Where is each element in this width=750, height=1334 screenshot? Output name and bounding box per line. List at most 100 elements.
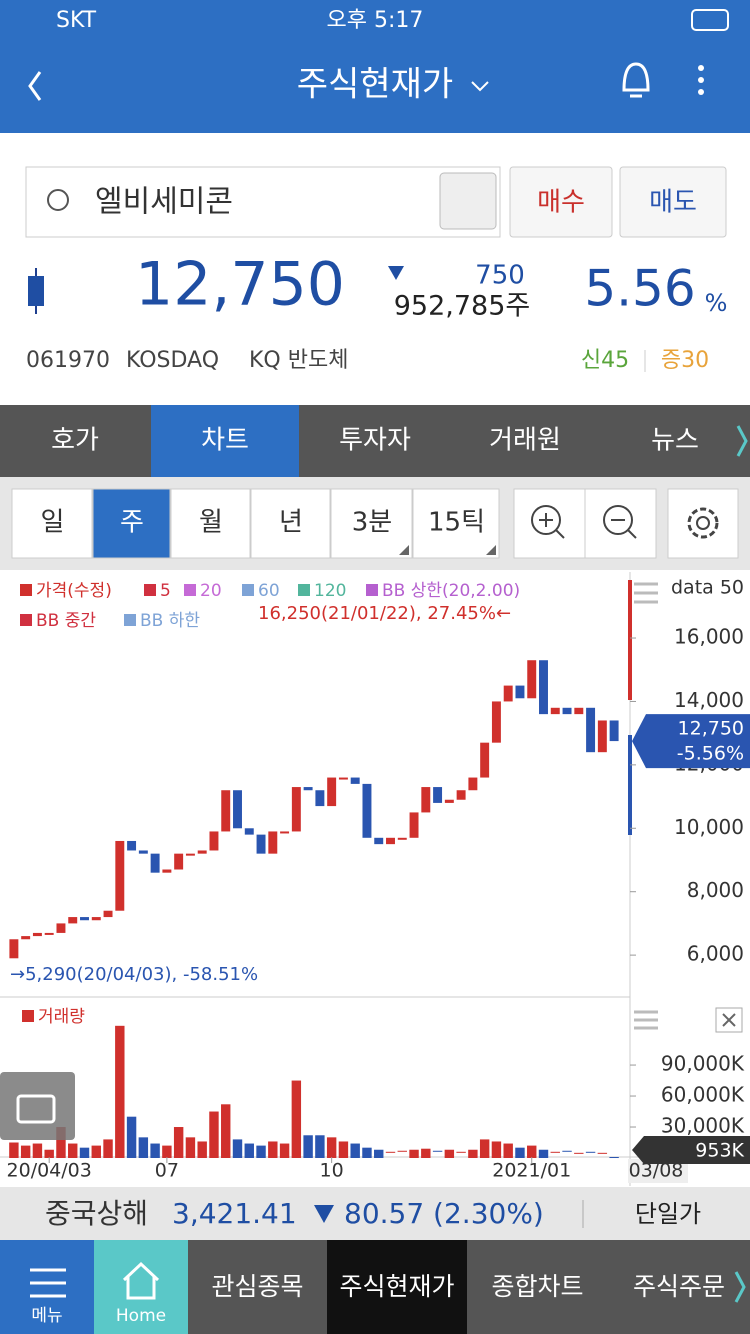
back-button[interactable]	[28, 71, 42, 101]
dropdown[interactable]	[471, 81, 489, 92]
y-tick-label: 8,000	[687, 878, 744, 902]
nav-label: Home	[116, 1306, 166, 1326]
tab[interactable]: 호가	[51, 426, 99, 456]
period-button[interactable]	[170, 488, 251, 559]
x-tick-label: 2021/01	[492, 1160, 571, 1182]
nav-item[interactable]	[94, 1240, 188, 1334]
sector: KQ 반도체	[249, 348, 348, 373]
volume-bar	[421, 1148, 431, 1158]
zoom-out[interactable]	[603, 505, 633, 535]
volume-tag-label: 953K	[695, 1140, 744, 1162]
more[interactable]	[698, 65, 704, 95]
menu-icon	[30, 1268, 66, 1298]
candle	[609, 720, 619, 742]
zoom-in[interactable]	[531, 505, 561, 535]
search-box[interactable]	[25, 166, 501, 238]
nav-next[interactable]	[734, 1271, 746, 1303]
legend-label: 거래량	[38, 1007, 85, 1027]
rotate-button[interactable]	[0, 1072, 75, 1140]
index-arrow	[314, 1205, 334, 1223]
corner-mark	[399, 545, 409, 555]
candle	[268, 831, 278, 854]
code: 061970	[26, 348, 110, 373]
legend-swatch	[124, 614, 136, 626]
bell[interactable]	[622, 62, 650, 98]
volume-bar	[44, 1149, 54, 1158]
volume-bar	[162, 1145, 172, 1158]
volume-bar	[456, 1151, 466, 1153]
volume-bar	[503, 1143, 513, 1158]
tab[interactable]: 투자자	[339, 426, 411, 456]
volume-bar	[574, 1152, 584, 1154]
candle	[21, 936, 31, 940]
volume-bar	[209, 1111, 219, 1158]
volume-bar	[515, 1147, 525, 1158]
buy-button[interactable]	[509, 166, 613, 238]
candle	[338, 777, 348, 780]
volume-bar	[527, 1145, 537, 1158]
nav-item[interactable]	[0, 1240, 94, 1334]
volume-bar	[444, 1149, 455, 1158]
down-arrow	[388, 266, 404, 280]
period-label: 월	[199, 508, 223, 538]
candle	[527, 660, 537, 699]
candle	[185, 853, 195, 856]
legend-swatch	[20, 614, 32, 626]
volume-bar	[91, 1145, 101, 1158]
candle	[503, 685, 513, 702]
tab-next[interactable]	[736, 425, 748, 457]
candle	[421, 787, 431, 813]
search-icon	[47, 189, 69, 211]
candle	[197, 850, 207, 854]
index-mode[interactable]: 단일가	[635, 1200, 701, 1228]
period-button[interactable]	[412, 488, 500, 559]
candle	[386, 837, 395, 845]
period-button[interactable]	[92, 488, 171, 559]
volume-bar	[20, 1145, 31, 1158]
legend-label: BB 하한	[140, 611, 200, 631]
drag-handle[interactable]	[634, 582, 658, 1030]
period-button[interactable]	[250, 488, 331, 559]
candle	[80, 917, 89, 921]
tab[interactable]: 뉴스	[651, 426, 699, 456]
nav-item[interactable]	[467, 1240, 608, 1334]
index-name: 중국상해	[45, 1197, 148, 1230]
tab[interactable]: 차트	[201, 426, 249, 456]
volume-bar	[150, 1143, 160, 1158]
legend-label: 60	[258, 581, 280, 601]
candle	[32, 932, 42, 937]
header-title[interactable]: 주식현재가	[297, 65, 453, 105]
tab[interactable]: 거래원	[489, 426, 561, 456]
zoom-out-glyph	[611, 519, 637, 539]
candle	[280, 831, 290, 834]
candle	[550, 707, 560, 715]
zoom-in-glyph	[539, 513, 565, 539]
candle	[456, 790, 466, 800]
nav-item[interactable]	[327, 1240, 467, 1334]
volume-bar	[374, 1149, 384, 1158]
list-button[interactable]	[439, 172, 497, 230]
sell-label: 매도	[649, 188, 697, 218]
period-button[interactable]	[330, 488, 413, 559]
volume-bar	[338, 1141, 349, 1158]
volume-bar	[115, 1025, 125, 1158]
candle	[574, 707, 584, 715]
volume-bar	[68, 1143, 78, 1158]
sell-button[interactable]	[619, 166, 727, 238]
candle	[233, 790, 242, 829]
period-button[interactable]	[11, 488, 93, 559]
candle	[480, 742, 490, 778]
min-annotation: →5,290(20/04/03), -58.51%	[10, 964, 258, 985]
volume-bar	[609, 1157, 619, 1159]
volume-bar	[103, 1139, 113, 1158]
volume-bar	[479, 1139, 490, 1158]
candle	[103, 910, 113, 918]
settings-button[interactable]	[667, 488, 739, 559]
y-tick-label: 16,000	[674, 625, 744, 649]
candle	[374, 837, 384, 845]
candle	[433, 787, 443, 803]
nav-item[interactable]	[608, 1240, 750, 1334]
nav-item[interactable]	[188, 1240, 327, 1334]
close-glyph	[722, 1013, 736, 1027]
